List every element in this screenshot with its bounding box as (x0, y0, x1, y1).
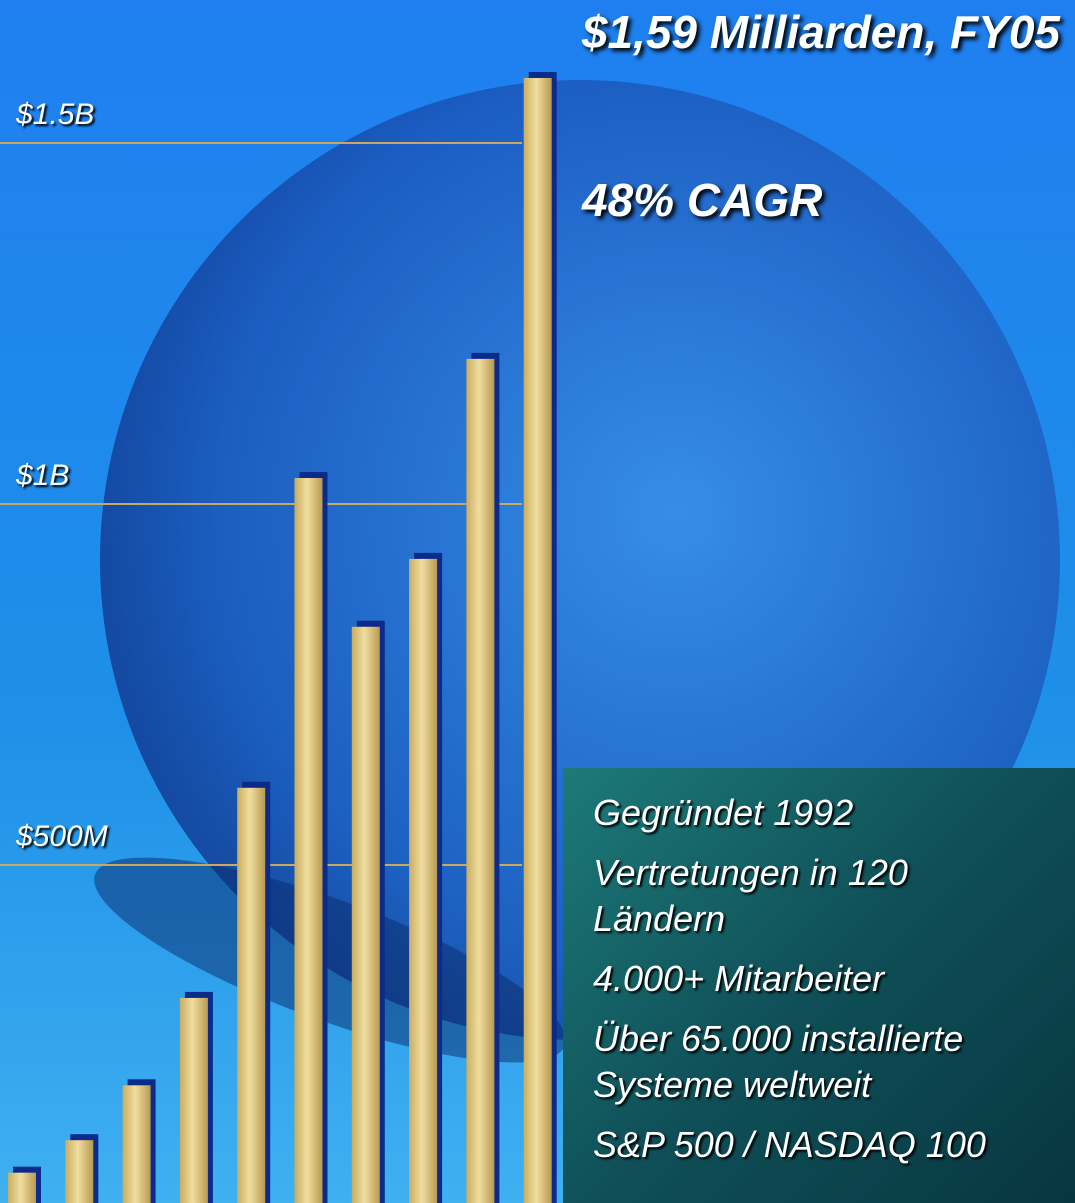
bar (65, 1140, 94, 1203)
bar (523, 77, 552, 1203)
fact: Vertretungen in 120 Ländern (593, 850, 1075, 942)
y-tick-label: $1B (15, 459, 69, 492)
y-tick-label: $1.5B (15, 98, 94, 131)
bar (409, 558, 438, 1203)
fact-line: 4.000+ Mitarbeiter (593, 958, 885, 999)
fact-line: S&P 500 / NASDAQ 100 (593, 1124, 986, 1165)
annotation: 48% CAGR (581, 174, 822, 226)
bar (237, 787, 266, 1203)
fact-line: Vertretungen in 120 (593, 852, 908, 893)
bar (179, 997, 208, 1203)
y-tick-label: $500M (15, 820, 108, 853)
bar (122, 1085, 151, 1203)
fact: 4.000+ Mitarbeiter (593, 956, 1075, 1002)
globe-shadow (94, 857, 566, 1063)
fact: Über 65.000 installierte Systeme weltweit (593, 1016, 1075, 1108)
bar (8, 1172, 36, 1203)
chart-title: $1,59 Milliarden, FY05 (581, 6, 1062, 58)
bar (466, 358, 495, 1203)
fact: S&P 500 / NASDAQ 100 (593, 1122, 1075, 1168)
bar (294, 478, 323, 1203)
fact: Gegründet 1992 (593, 790, 1075, 836)
fact-line: Gegründet 1992 (593, 792, 854, 833)
fact-line: Systeme weltweit (593, 1064, 872, 1105)
bar (351, 626, 380, 1203)
fact-line: Ländern (593, 898, 726, 939)
facts-box: Gegründet 1992 Vertretungen in 120 Ländern… (563, 768, 1075, 1203)
fact-line: Über 65.000 installierte (593, 1018, 964, 1059)
